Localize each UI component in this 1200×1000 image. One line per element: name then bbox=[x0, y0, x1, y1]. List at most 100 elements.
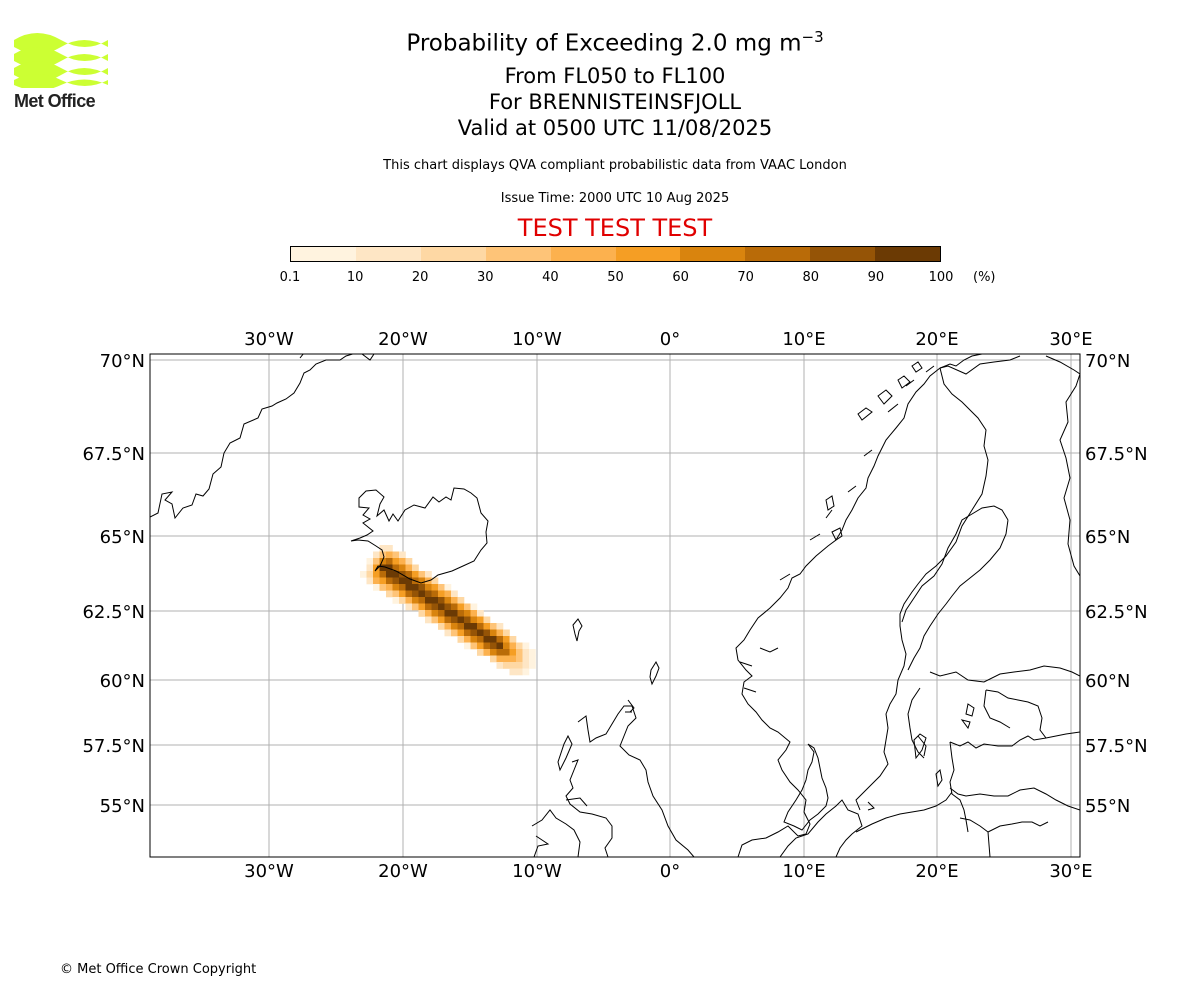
plume-cell bbox=[392, 564, 400, 572]
plume-cell bbox=[418, 603, 426, 611]
copyright: © Met Office Crown Copyright bbox=[60, 962, 257, 977]
plume-cell bbox=[379, 564, 387, 572]
plume-cell bbox=[444, 616, 452, 624]
latitude-label-left: 60°N bbox=[100, 671, 145, 692]
plume-cell bbox=[438, 623, 445, 630]
plume-cell bbox=[516, 668, 523, 676]
plume-cell bbox=[464, 603, 471, 611]
coastline-ireland bbox=[531, 809, 581, 857]
colorbar-tick-label: 50 bbox=[607, 270, 624, 285]
coastline-britain bbox=[565, 705, 695, 857]
latitude-label-right: 70°N bbox=[1085, 351, 1130, 372]
plume-cell bbox=[470, 636, 478, 643]
plume-cell bbox=[386, 590, 393, 598]
plume-cell bbox=[522, 655, 530, 663]
plume-cell bbox=[496, 655, 504, 663]
plume-cell bbox=[386, 558, 393, 565]
plume-cell bbox=[483, 616, 491, 624]
volcano-name: For BRENNISTEINSFJOLL bbox=[488, 90, 742, 114]
plume-cell bbox=[464, 636, 471, 643]
plume-cell bbox=[444, 597, 452, 604]
map-frame bbox=[149, 353, 1081, 858]
plume-cell bbox=[503, 655, 510, 663]
plume-cell bbox=[451, 610, 458, 617]
plume-cell bbox=[438, 616, 445, 624]
plume-cell bbox=[509, 668, 517, 676]
plume-cell bbox=[379, 545, 387, 552]
plume-cell bbox=[386, 551, 393, 559]
colorbar-tick-label: 40 bbox=[542, 270, 559, 285]
plume-cell bbox=[392, 571, 400, 578]
plume-cell bbox=[392, 577, 400, 585]
plume-cell bbox=[457, 610, 465, 617]
plume-cell bbox=[457, 629, 465, 637]
plume-cell bbox=[405, 590, 413, 598]
plume-cell bbox=[464, 623, 471, 630]
plume-cell bbox=[399, 590, 406, 598]
plume-cell bbox=[360, 571, 367, 578]
plume-cell bbox=[392, 590, 400, 598]
plume-cell bbox=[529, 655, 536, 663]
test-banner: TEST TEST TEST bbox=[517, 214, 713, 242]
plume-cell bbox=[451, 590, 458, 598]
plume-cell bbox=[392, 551, 400, 559]
plume-cell bbox=[496, 636, 504, 643]
coastline-iceland bbox=[350, 487, 489, 584]
plume-cell bbox=[418, 577, 426, 585]
plume-cell bbox=[431, 577, 439, 585]
plume-cell bbox=[431, 603, 439, 611]
plume-cell bbox=[405, 584, 413, 591]
plume-cell bbox=[490, 642, 497, 650]
colorbar-segment bbox=[810, 247, 876, 261]
plume-cell bbox=[509, 655, 517, 663]
plume-cell bbox=[399, 564, 406, 572]
coastline-hebrides bbox=[557, 734, 573, 772]
plume-cell bbox=[412, 590, 419, 598]
plume-cell bbox=[470, 610, 478, 617]
plume-cell bbox=[483, 636, 491, 643]
plume-cell bbox=[418, 590, 426, 598]
plume-cell bbox=[405, 597, 413, 604]
plume-cell bbox=[490, 629, 497, 637]
plume-cell bbox=[386, 577, 393, 585]
border-scandinavia bbox=[855, 355, 1080, 811]
colorbar-segment bbox=[485, 247, 551, 261]
plume-cell bbox=[425, 616, 432, 624]
colorbar-segment bbox=[615, 247, 681, 261]
latitude-label-right: 65°N bbox=[1085, 527, 1130, 548]
plume-cell bbox=[451, 623, 458, 630]
plume-cell bbox=[516, 649, 523, 656]
border-baltic-states bbox=[949, 689, 1080, 857]
plume-cell bbox=[522, 668, 530, 676]
plume-cell bbox=[477, 636, 484, 643]
latitude-label-right: 55°N bbox=[1085, 796, 1130, 817]
plume-cell bbox=[373, 577, 380, 585]
plume-cell bbox=[457, 636, 465, 643]
plume-cell bbox=[438, 590, 445, 598]
plume-cell bbox=[464, 629, 471, 637]
plume-cell bbox=[516, 662, 523, 669]
plume-cell bbox=[451, 629, 458, 637]
plume-cell bbox=[451, 616, 458, 624]
longitude-label-bottom: 10°W bbox=[512, 861, 562, 882]
plume-cell bbox=[438, 603, 445, 611]
colorbar-tick-label: 90 bbox=[867, 270, 885, 285]
logo-text: Met Office bbox=[14, 91, 96, 111]
longitude-label-bottom: 10°E bbox=[782, 861, 825, 882]
plume-cell bbox=[379, 558, 387, 565]
colorbar-tick-label: 80 bbox=[802, 270, 820, 285]
latitude-label-left: 67.5°N bbox=[82, 444, 145, 465]
longitude-label-bottom: 30°E bbox=[1049, 861, 1092, 882]
plume-cell bbox=[483, 642, 491, 650]
plume-cell bbox=[438, 597, 445, 604]
plume-cell bbox=[451, 597, 458, 604]
plume-cell bbox=[477, 649, 484, 656]
plume-cell bbox=[477, 616, 484, 624]
plume-cell bbox=[464, 616, 471, 624]
plume-cell bbox=[412, 603, 419, 611]
plume-cell bbox=[379, 571, 387, 578]
latitude-label-left: 70°N bbox=[100, 351, 145, 372]
valid-time: Valid at 0500 UTC 11/08/2025 bbox=[457, 116, 773, 140]
plume-cell bbox=[399, 577, 406, 585]
plume-cell bbox=[386, 571, 393, 578]
